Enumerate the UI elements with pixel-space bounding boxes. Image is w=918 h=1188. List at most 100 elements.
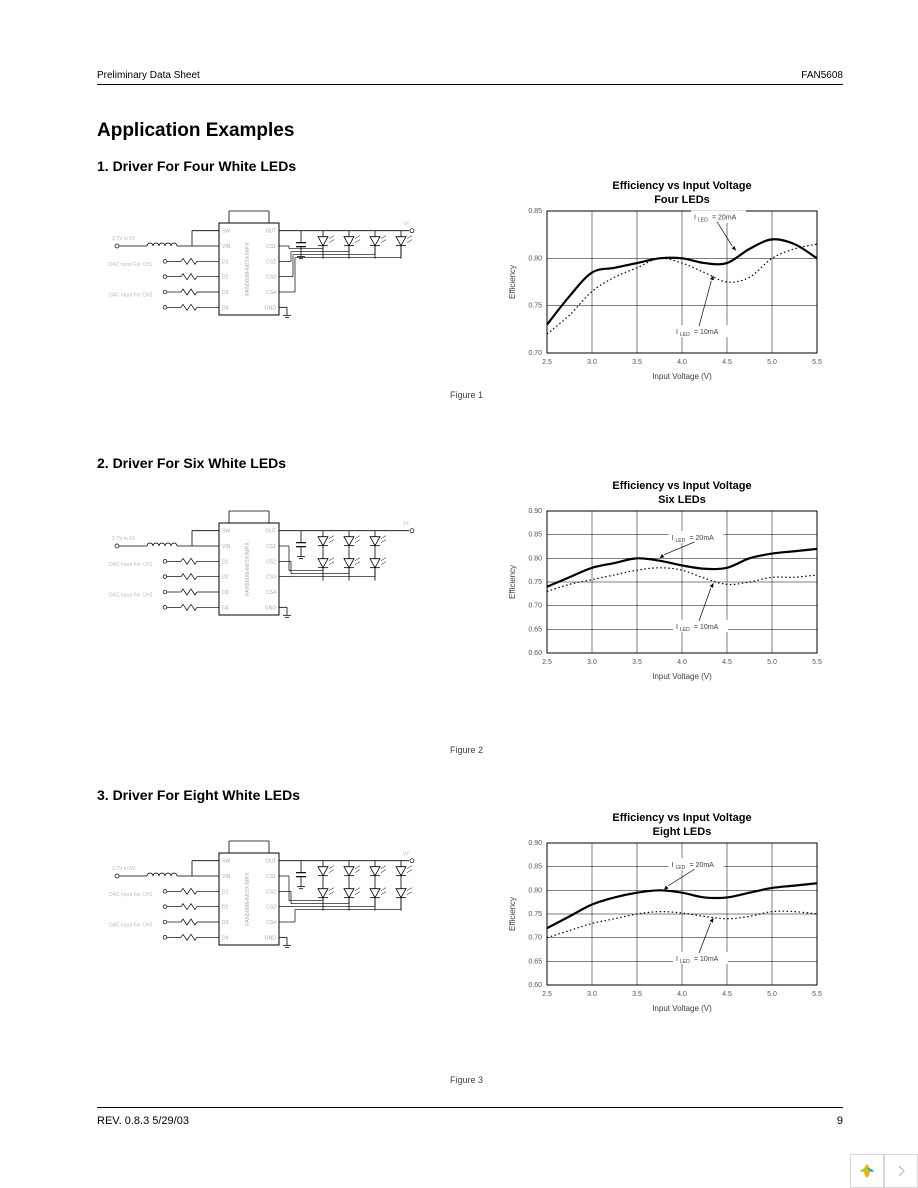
svg-text:2.7V to 5V: 2.7V to 5V (112, 536, 136, 542)
svg-text:Efficiency: Efficiency (508, 897, 517, 931)
svg-text:3.0: 3.0 (587, 991, 597, 998)
svg-text:0.80: 0.80 (528, 255, 542, 262)
svg-text:D4: D4 (222, 605, 229, 611)
brand-icon[interactable] (850, 1154, 884, 1188)
svg-text:CS1: CS1 (266, 244, 276, 250)
svg-text:5.5: 5.5 (812, 659, 822, 666)
svg-text:FAN5608HM/SX/MPX: FAN5608HM/SX/MPX (245, 542, 251, 596)
svg-text:GND: GND (265, 305, 277, 311)
svg-text:I: I (694, 215, 696, 222)
main-title: Application Examples (97, 120, 294, 142)
svg-text:CS3: CS3 (266, 905, 276, 911)
chart-container: Efficiency vs Input VoltageFour LEDs2.53… (505, 175, 835, 390)
svg-text:= 10mA: = 10mA (694, 956, 719, 963)
svg-text:= 20mA: = 20mA (712, 215, 737, 222)
figure-caption: Figure 3 (450, 1075, 483, 1085)
footer-page: 9 (837, 1115, 843, 1127)
svg-text:Efficiency: Efficiency (508, 565, 517, 599)
svg-text:Six LEDs: Six LEDs (658, 494, 706, 506)
svg-text:D4: D4 (222, 935, 229, 941)
svg-text:CS1: CS1 (266, 544, 276, 550)
svg-text:VIN: VIN (222, 544, 231, 550)
svg-text:5.5: 5.5 (812, 991, 822, 998)
svg-text:3.5: 3.5 (632, 991, 642, 998)
svg-text:SW: SW (222, 529, 230, 535)
svg-text:2.5: 2.5 (542, 359, 552, 366)
svg-text:2.7V to 5V: 2.7V to 5V (112, 866, 136, 872)
svg-text:0.70: 0.70 (528, 935, 542, 942)
svg-text:CS2: CS2 (266, 259, 276, 265)
page-footer: REV. 0.8.3 5/29/03 9 (97, 1115, 843, 1127)
svg-text:DAC Input For CH2: DAC Input For CH2 (109, 293, 153, 299)
svg-text:D2: D2 (222, 905, 229, 911)
svg-text:3.5: 3.5 (632, 659, 642, 666)
svg-text:0.75: 0.75 (528, 303, 542, 310)
svg-text:0.85: 0.85 (528, 532, 542, 539)
svg-text:CS3: CS3 (266, 275, 276, 281)
svg-text:VIN: VIN (222, 874, 231, 880)
svg-text:Eight LEDs: Eight LEDs (653, 826, 712, 838)
svg-text:I: I (672, 862, 674, 869)
svg-text:Input Voltage (V): Input Voltage (V) (652, 1004, 712, 1013)
svg-text:3.5: 3.5 (632, 359, 642, 366)
svg-text:5.0: 5.0 (767, 991, 777, 998)
svg-text:I: I (672, 535, 674, 542)
svg-text:0.80: 0.80 (528, 555, 542, 562)
svg-text:DAC Input For CH1: DAC Input For CH1 (109, 892, 153, 898)
figure-caption: Figure 2 (450, 745, 483, 755)
svg-text:CS4: CS4 (266, 920, 276, 926)
svg-text:OUT: OUT (265, 229, 276, 235)
svg-text:5.5: 5.5 (812, 359, 822, 366)
chart-container: Efficiency vs Input VoltageEight LEDs2.5… (505, 807, 835, 1022)
svg-text:= 20mA: = 20mA (690, 862, 715, 869)
svg-text:0.60: 0.60 (528, 982, 542, 989)
svg-text:D1: D1 (222, 559, 229, 565)
svg-text:D3: D3 (222, 590, 229, 596)
svg-text:VF: VF (403, 852, 409, 858)
circuit-diagram: FAN5608HM/SX/MPXSWVIND1D2D3D4OUTCS1CS2CS… (97, 195, 427, 365)
svg-text:0.65: 0.65 (528, 958, 542, 965)
next-page-button[interactable] (884, 1154, 918, 1188)
section-title: 1. Driver For Four White LEDs (97, 158, 296, 174)
svg-text:D1: D1 (222, 889, 229, 895)
circuit-diagram-container: FAN5608HM/SX/MPXSWVIND1D2D3D4OUTCS1CS2CS… (97, 825, 427, 1048)
svg-text:0.70: 0.70 (528, 350, 542, 357)
svg-text:CS2: CS2 (266, 889, 276, 895)
svg-text:2.5: 2.5 (542, 991, 552, 998)
svg-text:0.60: 0.60 (528, 650, 542, 657)
svg-text:4.5: 4.5 (722, 659, 732, 666)
svg-text:5.0: 5.0 (767, 359, 777, 366)
header-left: Preliminary Data Sheet (97, 70, 200, 81)
svg-text:D3: D3 (222, 920, 229, 926)
svg-text:CS4: CS4 (266, 290, 276, 296)
svg-text:Efficiency: Efficiency (508, 265, 517, 299)
svg-text:OUT: OUT (265, 529, 276, 535)
svg-text:D3: D3 (222, 290, 229, 296)
svg-text:4.0: 4.0 (677, 359, 687, 366)
svg-text:D2: D2 (222, 275, 229, 281)
efficiency-chart: Efficiency vs Input VoltageSix LEDs2.53.… (505, 475, 835, 685)
svg-text:4.0: 4.0 (677, 991, 687, 998)
svg-text:2.5: 2.5 (542, 659, 552, 666)
svg-text:0.80: 0.80 (528, 887, 542, 894)
svg-text:LED: LED (676, 865, 686, 871)
svg-text:VIN: VIN (222, 244, 231, 250)
circuit-diagram: FAN5608HM/SX/MPXSWVIND1D2D3D4OUTCS1CS2CS… (97, 825, 427, 1043)
svg-text:VF: VF (403, 222, 409, 228)
page-header: Preliminary Data Sheet FAN5608 (97, 70, 843, 85)
svg-text:0.90: 0.90 (528, 840, 542, 847)
svg-text:GND: GND (265, 605, 277, 611)
svg-text:CS2: CS2 (266, 559, 276, 565)
svg-text:OUT: OUT (265, 859, 276, 865)
svg-text:D1: D1 (222, 259, 229, 265)
svg-text:LED: LED (680, 627, 690, 633)
svg-text:DAC Input For CH1: DAC Input For CH1 (109, 262, 153, 268)
svg-text:4.0: 4.0 (677, 659, 687, 666)
svg-text:I: I (676, 329, 678, 336)
footer-rule (97, 1107, 843, 1108)
svg-text:DAC Input For CH2: DAC Input For CH2 (109, 923, 153, 929)
svg-text:SW: SW (222, 859, 230, 865)
svg-text:4.5: 4.5 (722, 991, 732, 998)
svg-text:4.5: 4.5 (722, 359, 732, 366)
svg-text:Input Voltage (V): Input Voltage (V) (652, 372, 712, 381)
